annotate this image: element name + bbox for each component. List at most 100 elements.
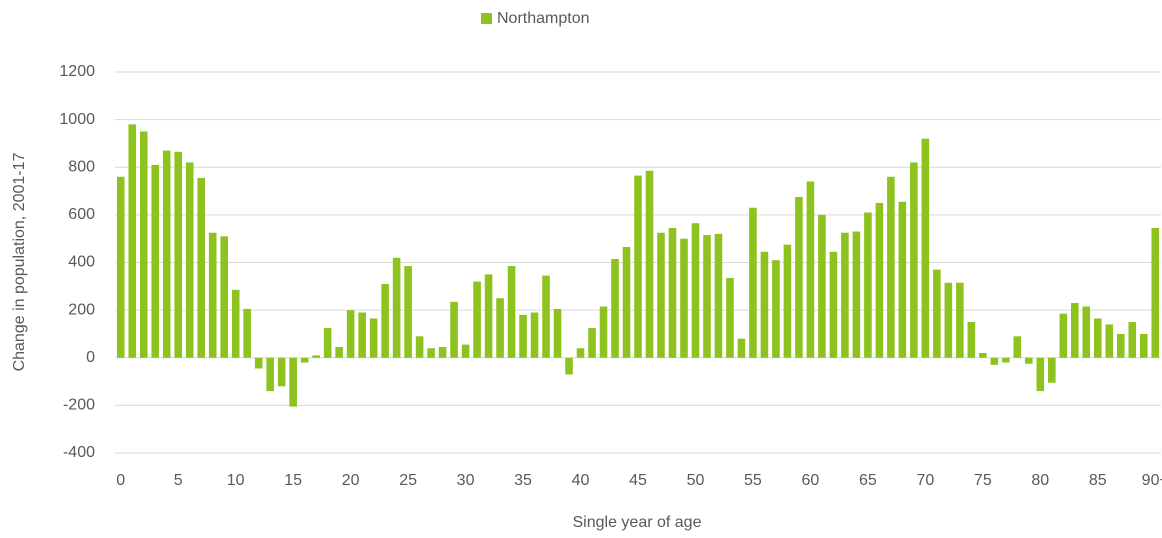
y-tick-label: 400 [68,254,95,271]
bar [392,257,401,358]
bar [565,357,573,375]
bar [714,233,723,358]
bar [151,164,160,358]
bar [323,327,332,358]
bar [381,283,389,358]
x-tick-label: 35 [514,472,532,489]
bar [266,357,274,392]
x-tick-label: 85 [1089,472,1107,489]
bar [312,355,320,358]
legend-label: Northampton [497,10,590,27]
y-tick-label: 600 [68,206,95,223]
bar [243,308,251,358]
x-tick-label: 60 [802,472,820,489]
bar [979,352,987,358]
bar [760,251,769,358]
x-tick-label: 25 [399,472,417,489]
bar [197,177,206,358]
bar [461,344,470,358]
bar [208,232,217,358]
bar [300,357,309,363]
bar [864,212,872,358]
bar [944,282,953,358]
y-tick-label: 1000 [59,111,95,128]
bar [1105,324,1114,358]
bar [1093,318,1102,358]
bar [404,266,412,358]
bar [737,338,746,358]
bar [231,289,240,358]
bar [139,131,148,358]
bar [921,138,930,358]
y-tick-label: 200 [68,301,95,318]
bar [841,232,849,358]
bar [174,151,183,358]
bar [818,214,826,358]
bar [128,124,137,358]
bar [657,232,665,358]
bar [933,269,941,358]
bar [703,235,711,358]
bar [484,274,493,358]
y-axis-label: Change in population, 2001-17 [11,152,28,371]
x-axis-label: Single year of age [573,514,702,531]
x-tick-label: 65 [859,472,877,489]
bar [772,260,780,358]
bar [622,247,631,358]
legend-swatch [481,13,492,24]
bar [519,314,527,358]
bar [875,202,884,358]
bar [795,197,803,358]
bar [1116,333,1125,358]
x-tick-label: 40 [572,472,590,489]
bar [1151,227,1160,358]
bar [611,258,619,358]
y-tick-label: 0 [86,349,95,366]
bar [749,207,757,358]
bar [496,298,504,358]
bar [507,266,516,358]
bar [680,238,688,358]
bar [852,231,861,358]
bar [1036,357,1045,392]
x-tick-label: 30 [457,472,475,489]
bar [1013,336,1022,358]
bar [116,176,125,358]
x-tick-label: 75 [974,472,992,489]
x-tick-label: 55 [744,472,762,489]
bar [415,336,424,358]
bar [1059,313,1068,358]
y-tick-label: 800 [68,158,95,175]
bar [783,244,792,358]
x-tick-label: 70 [916,472,934,489]
bar [335,347,343,358]
bar [726,277,734,358]
bar [427,348,435,358]
x-tick-label: 15 [284,472,302,489]
bar [185,162,194,358]
bar [1082,306,1091,358]
x-tick-label: 0 [116,472,125,489]
bar [358,312,366,358]
bar [254,357,263,369]
bar [530,312,539,358]
bar [438,347,447,358]
y-tick-label: -400 [63,444,95,461]
bar [542,275,550,358]
bar [162,150,171,358]
bar [473,281,481,358]
bar [1048,357,1056,383]
bar [588,327,596,358]
bar [450,301,458,358]
bar [887,176,895,358]
bar [967,322,976,358]
bar [990,357,999,365]
bar [553,308,562,358]
bar [277,357,286,387]
bar [634,175,642,358]
bar [806,181,815,358]
bar [599,306,608,358]
bar [1128,322,1137,358]
x-tick-label: 50 [687,472,705,489]
